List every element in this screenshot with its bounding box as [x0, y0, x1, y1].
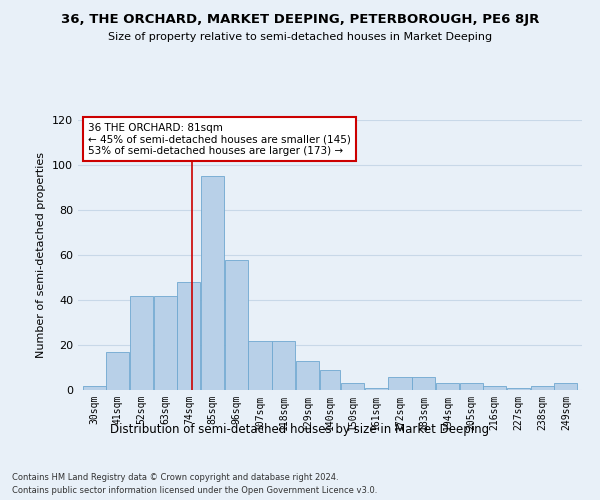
Bar: [388, 376, 412, 390]
Bar: [365, 388, 388, 390]
Bar: [507, 388, 530, 390]
Text: Size of property relative to semi-detached houses in Market Deeping: Size of property relative to semi-detach…: [108, 32, 492, 42]
Bar: [341, 383, 364, 390]
Text: 36, THE ORCHARD, MARKET DEEPING, PETERBOROUGH, PE6 8JR: 36, THE ORCHARD, MARKET DEEPING, PETERBO…: [61, 12, 539, 26]
Bar: [530, 386, 554, 390]
Bar: [106, 352, 130, 390]
Bar: [296, 361, 319, 390]
Bar: [83, 386, 106, 390]
Bar: [154, 296, 177, 390]
Bar: [178, 282, 200, 390]
Text: Contains public sector information licensed under the Open Government Licence v3: Contains public sector information licen…: [12, 486, 377, 495]
Bar: [460, 383, 482, 390]
Bar: [483, 386, 506, 390]
Text: 36 THE ORCHARD: 81sqm
← 45% of semi-detached houses are smaller (145)
53% of sem: 36 THE ORCHARD: 81sqm ← 45% of semi-deta…: [88, 122, 351, 156]
Bar: [412, 376, 435, 390]
Bar: [225, 260, 248, 390]
Bar: [554, 383, 577, 390]
Bar: [272, 340, 295, 390]
Bar: [320, 370, 340, 390]
Bar: [248, 340, 272, 390]
Bar: [436, 383, 459, 390]
Y-axis label: Number of semi-detached properties: Number of semi-detached properties: [37, 152, 46, 358]
Text: Distribution of semi-detached houses by size in Market Deeping: Distribution of semi-detached houses by …: [110, 422, 490, 436]
Text: Contains HM Land Registry data © Crown copyright and database right 2024.: Contains HM Land Registry data © Crown c…: [12, 472, 338, 482]
Bar: [130, 296, 153, 390]
Bar: [201, 176, 224, 390]
